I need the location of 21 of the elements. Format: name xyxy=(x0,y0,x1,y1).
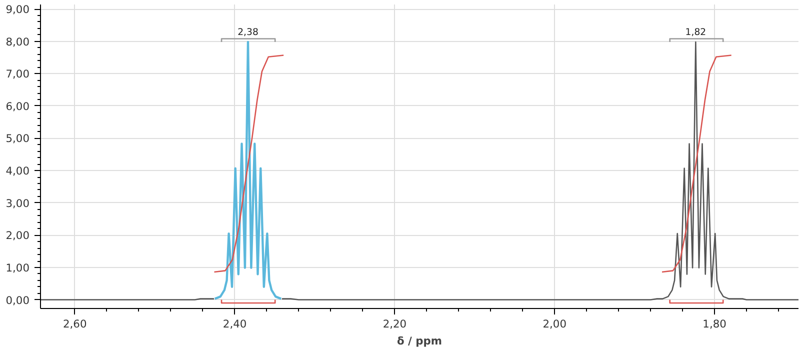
y-tick-label: 3,00 xyxy=(6,196,30,210)
x-tick-label: 2,20 xyxy=(382,318,407,330)
annotation: 2,38 xyxy=(238,27,258,38)
y-tick-label: 8,00 xyxy=(6,35,30,48)
y-tick-label: 0,00 xyxy=(6,294,30,307)
x-tick-label: 2,60 xyxy=(63,318,87,330)
y-tick-label: 4,00 xyxy=(6,164,30,178)
x-tick-label: 1,80 xyxy=(702,318,727,330)
x-axis-title: δ / ppm xyxy=(397,334,442,348)
annotation: 1,82 xyxy=(685,27,706,38)
x-tick-label: 2,40 xyxy=(222,318,247,330)
y-tick-label: 7,00 xyxy=(6,68,30,81)
x-tick-label: 2,00 xyxy=(542,318,567,330)
y-tick-label: 9,00 xyxy=(6,3,30,16)
line-series xyxy=(214,40,282,300)
y-tick-label: 6,00 xyxy=(6,100,30,113)
line-series xyxy=(214,54,284,273)
y-tick-label: 5,00 xyxy=(6,132,30,146)
line-series xyxy=(661,54,732,273)
y-tick-label: 2,00 xyxy=(6,229,30,242)
y-tick-label: 1,00 xyxy=(6,261,30,274)
